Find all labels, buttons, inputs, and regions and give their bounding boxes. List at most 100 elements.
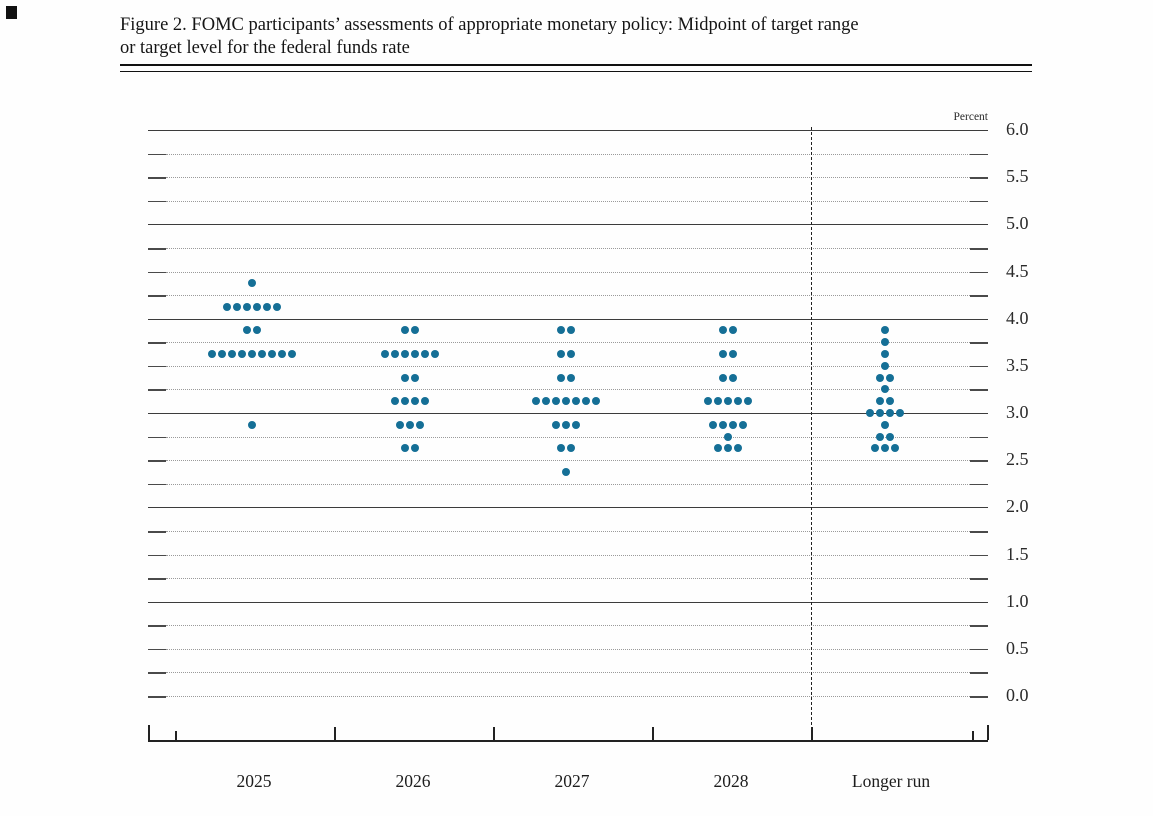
projection-dot: [881, 326, 889, 335]
projection-dot: [886, 432, 894, 441]
y-tick-label: 5.0: [1006, 213, 1029, 234]
projection-dot: [431, 350, 439, 359]
gridline-end-dash: [970, 648, 988, 651]
projection-dot: [724, 444, 732, 453]
projection-dot: [886, 373, 894, 382]
gridline-dotted: [166, 696, 970, 697]
x-axis-tick: [334, 727, 336, 740]
gridline-end-dash: [970, 436, 988, 439]
category-label: 2025: [236, 771, 272, 791]
gridline-end-dash: [970, 247, 988, 250]
gridline-end-dash: [970, 177, 988, 179]
projection-dot: [719, 326, 727, 335]
projection-dot: [714, 444, 722, 453]
projection-dot: [567, 444, 575, 453]
gridline-dotted: [166, 436, 970, 438]
gridline-dotted: [166, 295, 970, 297]
projection-dot: [886, 409, 894, 417]
projection-dot: [401, 350, 409, 359]
gridline-end-dash: [148, 483, 166, 486]
gridline-end-dash: [148, 460, 166, 462]
gridline-end-dash: [148, 672, 166, 674]
projection-dot: [557, 326, 565, 335]
projection-dot: [238, 350, 246, 359]
gridline-end-dash: [148, 530, 166, 533]
projection-dot: [557, 444, 565, 453]
projection-dot: [233, 302, 241, 311]
projection-dot: [891, 444, 899, 453]
projection-dot: [223, 302, 231, 311]
projection-dot: [719, 350, 727, 359]
gridline-solid: [148, 601, 988, 603]
projection-dot: [411, 326, 419, 335]
x-axis-tick: [175, 731, 177, 740]
gridline-end-dash: [148, 625, 166, 627]
y-tick-label: 4.0: [1006, 307, 1029, 328]
projection-dot: [278, 350, 286, 359]
gridline-dotted: [166, 389, 970, 391]
y-tick-label: 2.5: [1006, 449, 1029, 470]
projection-dot: [714, 397, 722, 406]
y-tick-label: 3.5: [1006, 354, 1029, 375]
projection-dot: [876, 409, 884, 417]
gridline-end-dash: [148, 578, 166, 580]
projection-dot: [582, 397, 590, 406]
gridline-dotted: [166, 271, 970, 273]
projection-dot: [406, 420, 414, 429]
projection-dot: [263, 302, 271, 311]
projection-dot: [729, 326, 737, 335]
gridline-end-dash: [148, 200, 166, 203]
gridline-end-dash: [970, 483, 988, 486]
projection-dot: [739, 420, 747, 429]
gridline-end-dash: [970, 295, 988, 297]
projection-dot: [881, 338, 889, 347]
figure-title: Figure 2. FOMC participants’ assessments…: [120, 14, 1020, 60]
projection-dot: [253, 326, 261, 335]
projection-dot: [411, 373, 419, 382]
gridline-end-dash: [970, 696, 988, 698]
gridline-end-dash: [970, 271, 988, 274]
projection-dot: [248, 350, 256, 359]
y-tick-label: 1.0: [1006, 590, 1029, 611]
projection-dot: [273, 302, 281, 311]
projection-dot: [268, 350, 276, 359]
projection-dot: [258, 350, 266, 359]
projection-dot: [572, 397, 580, 406]
projection-dot: [719, 373, 727, 382]
gridline-solid: [148, 413, 988, 414]
projection-dot: [744, 397, 752, 406]
projection-dot: [411, 350, 419, 359]
gridline-dotted: [166, 483, 970, 485]
longer-run-separator-line: [811, 127, 812, 740]
gridline-dotted: [166, 554, 970, 556]
projection-dot: [421, 350, 429, 359]
projection-dot: [876, 397, 884, 406]
projection-dot: [567, 326, 575, 335]
projection-dot: [552, 397, 560, 406]
gridline-dotted: [166, 365, 970, 367]
projection-dot: [881, 420, 889, 429]
category-label: 2026: [395, 771, 431, 791]
gridline-end-dash: [148, 295, 166, 297]
gridline-end-dash: [970, 578, 988, 580]
gridline-end-dash: [148, 271, 166, 274]
projection-dot: [253, 302, 261, 311]
gridline-end-dash: [148, 436, 166, 439]
projection-dot: [416, 420, 424, 429]
gridline-end-dash: [970, 389, 988, 391]
projection-dot: [401, 444, 409, 453]
gridline-end-dash: [148, 177, 166, 179]
projection-dot: [876, 373, 884, 382]
category-label: Longer run: [851, 771, 931, 791]
x-axis-tick: [148, 725, 150, 740]
x-axis-tick: [493, 727, 495, 740]
projection-dot: [729, 373, 737, 382]
y-tick-label: 0.5: [1006, 637, 1029, 658]
projection-dot: [881, 361, 889, 370]
gridline-solid: [148, 130, 988, 131]
projection-dot: [218, 350, 226, 359]
projection-dot: [724, 432, 732, 441]
projection-dot: [592, 397, 600, 406]
